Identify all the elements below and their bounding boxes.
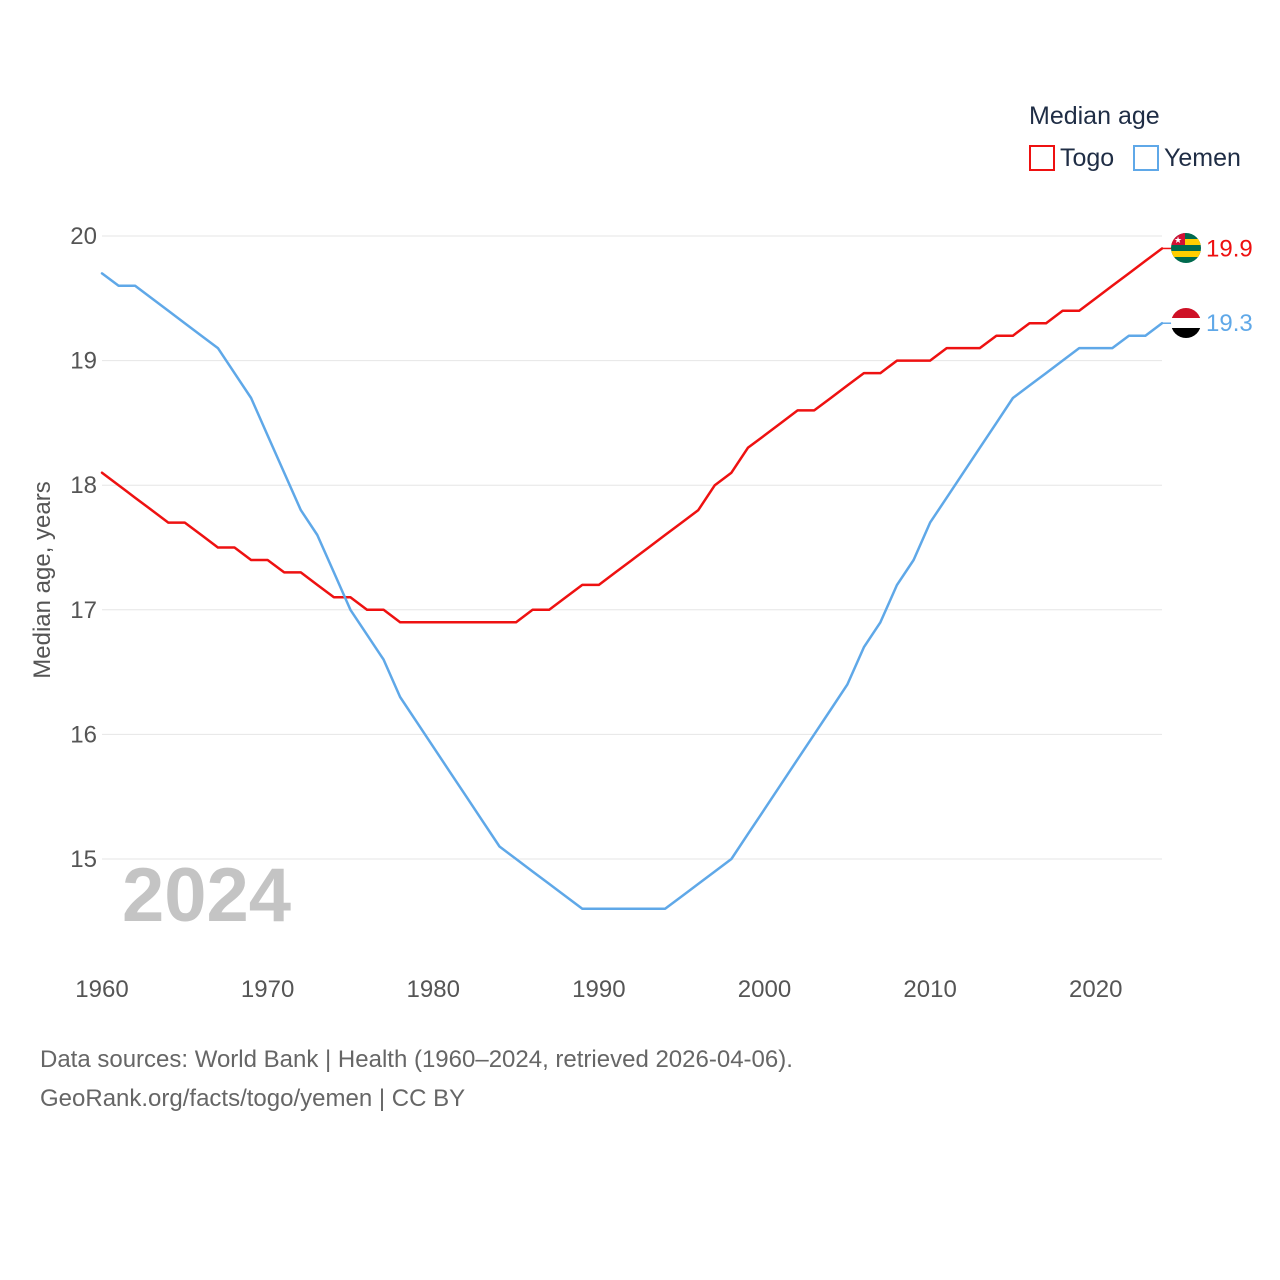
year-watermark: 2024 — [122, 853, 291, 938]
togo-flag-icon: ★ — [1171, 233, 1201, 263]
credit-link[interactable]: GeoRank.org/facts/togo/yemen | CC BY — [40, 1085, 466, 1112]
y-axis-ticks: 15 16 17 18 19 20 — [70, 223, 97, 873]
x-tick-label: 2000 — [738, 976, 791, 1003]
line-chart: 15 16 17 18 19 20 1960 1970 1980 1990 2000 2010 202… — [29, 102, 1253, 1003]
svg-text:★: ★ — [1174, 235, 1182, 245]
series-layer — [100, 247, 1172, 911]
y-tick-label: 15 — [70, 846, 97, 873]
x-tick-label: 1960 — [75, 976, 128, 1003]
y-tick-label: 17 — [70, 597, 97, 624]
gridlines — [102, 235, 1162, 860]
y-tick-label: 16 — [70, 721, 97, 748]
x-tick-label: 1980 — [407, 976, 460, 1003]
x-tick-label: 1970 — [241, 976, 294, 1003]
x-tick-label: 2020 — [1069, 976, 1122, 1003]
end-labels: 19.9 19.3 — [1206, 235, 1253, 337]
x-tick-label: 2010 — [903, 976, 956, 1003]
legend-label-yemen[interactable]: Yemen — [1164, 144, 1241, 172]
legend-swatch-togo[interactable] — [1029, 145, 1055, 171]
end-value-togo: 19.9 — [1206, 235, 1253, 262]
y-tick-label: 18 — [70, 472, 97, 499]
y-axis-title: Median age, years — [29, 481, 56, 678]
y-tick-label: 19 — [70, 348, 97, 375]
y-tick-label: 20 — [70, 223, 97, 250]
yemen-flag-icon — [1171, 308, 1201, 338]
legend-swatch-yemen[interactable] — [1133, 145, 1159, 171]
x-tick-label: 1990 — [572, 976, 625, 1003]
data-sources-note: Data sources: World Bank | Health (1960–… — [40, 1046, 793, 1073]
x-axis-ticks: 1960 1970 1980 1990 2000 2010 2020 — [75, 976, 1122, 1003]
end-value-yemen: 19.3 — [1206, 310, 1253, 337]
legend-label-togo[interactable]: Togo — [1060, 144, 1114, 172]
legend-title: Median age — [1029, 102, 1160, 130]
series-line-yemen[interactable] — [100, 272, 1164, 911]
legend: Median age Togo Yemen — [1029, 102, 1241, 172]
series-line-togo[interactable] — [100, 247, 1164, 624]
